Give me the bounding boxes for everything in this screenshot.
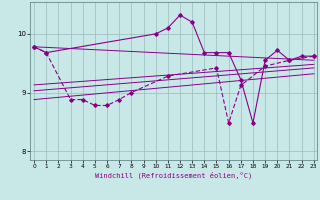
- X-axis label: Windchill (Refroidissement éolien,°C): Windchill (Refroidissement éolien,°C): [95, 172, 252, 179]
